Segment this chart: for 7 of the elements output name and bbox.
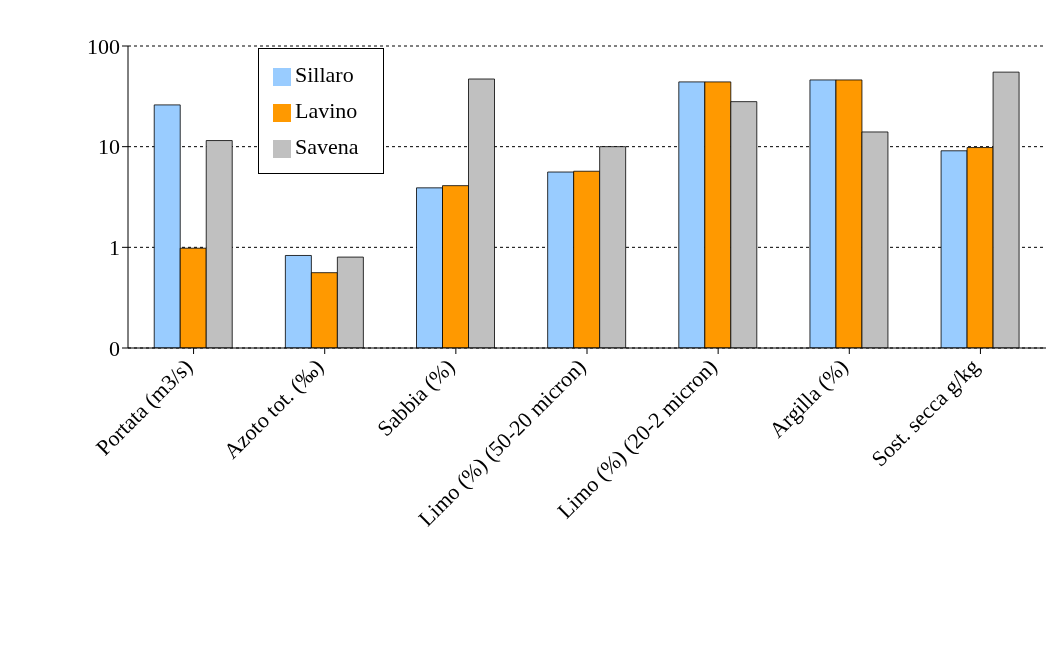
y-tick-label: 1 [109,235,120,261]
y-tick-label: 10 [98,134,120,160]
legend-label: Sillaro [295,62,354,87]
y-tick-label: 0 [109,335,120,361]
y-tick-label: 100 [87,33,120,59]
legend-label: Savena [295,134,359,159]
legend-label: Lavino [295,98,358,123]
